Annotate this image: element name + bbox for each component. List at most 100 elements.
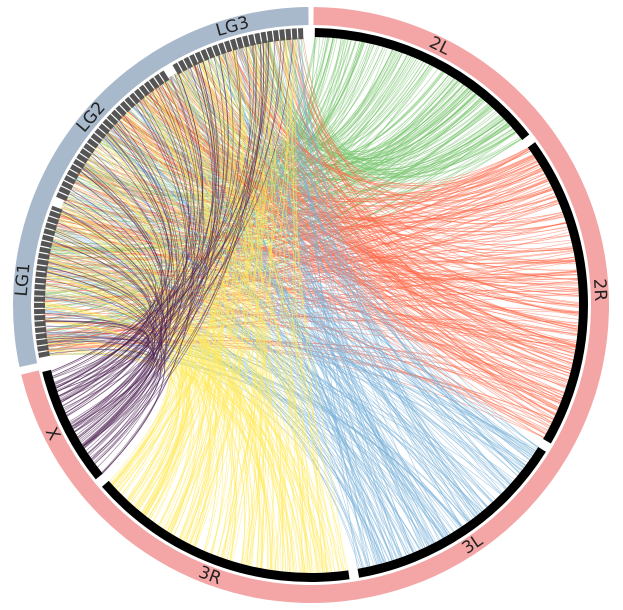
chord xyxy=(300,37,358,569)
scaffold-block xyxy=(37,259,49,266)
chord xyxy=(272,39,439,541)
chord xyxy=(172,75,435,544)
scaffold-block xyxy=(212,44,221,57)
chord xyxy=(275,39,323,573)
scaffold-block xyxy=(61,180,74,191)
chord xyxy=(87,41,263,455)
chord xyxy=(212,55,511,485)
chord xyxy=(67,192,512,483)
chord xyxy=(57,41,262,392)
scaffold-block xyxy=(272,29,280,42)
chord xyxy=(152,88,223,540)
chord xyxy=(83,65,214,449)
chord xyxy=(79,169,168,447)
chord xyxy=(165,37,296,531)
chord xyxy=(286,38,485,161)
chord xyxy=(179,60,237,539)
chord xyxy=(121,106,196,496)
chord xyxy=(60,40,267,402)
scaffold-block xyxy=(48,210,61,219)
scaffold-block xyxy=(285,28,292,41)
chord xyxy=(91,150,455,532)
chord xyxy=(47,257,483,512)
chord xyxy=(226,50,265,565)
chord xyxy=(43,320,192,527)
chord xyxy=(140,97,265,569)
scaffold-block xyxy=(236,37,244,49)
chord xyxy=(138,99,576,351)
scaffold-block xyxy=(254,32,262,45)
chord xyxy=(93,147,331,573)
chromosome-band xyxy=(527,142,589,444)
chord xyxy=(250,43,347,571)
scaffold-block xyxy=(36,265,48,272)
chord xyxy=(232,48,435,544)
chord xyxy=(238,46,568,385)
scaffold-block xyxy=(279,29,286,41)
scaffold-block xyxy=(36,339,48,346)
chord xyxy=(51,43,255,374)
chord xyxy=(59,210,302,573)
scaffold-block xyxy=(266,30,274,43)
scaffold-block xyxy=(38,350,50,358)
chord xyxy=(268,40,424,549)
scaffold-block xyxy=(43,228,56,237)
chord xyxy=(48,252,188,520)
chord xyxy=(64,199,184,508)
chord xyxy=(60,55,225,401)
chord xyxy=(119,117,210,533)
chord xyxy=(106,130,229,554)
scaffold-block xyxy=(41,234,54,243)
scaffold-block xyxy=(129,92,141,105)
chord xyxy=(156,85,568,236)
chord xyxy=(55,141,167,387)
scaffold-block xyxy=(37,345,49,352)
chord xyxy=(101,137,225,552)
chord xyxy=(101,137,553,220)
chord xyxy=(104,133,206,532)
chord xyxy=(74,99,188,432)
chord xyxy=(45,338,152,409)
chord xyxy=(46,344,554,420)
chord xyxy=(46,260,395,561)
scaffold-block xyxy=(177,59,188,72)
chord xyxy=(147,38,281,519)
scaffold-block xyxy=(94,128,107,140)
chord xyxy=(171,75,333,573)
chord xyxy=(47,149,530,261)
linkage-group-label: LG1 xyxy=(12,262,35,297)
chord xyxy=(162,81,476,518)
chord xyxy=(43,296,153,424)
chord xyxy=(91,61,219,459)
scaffold-block xyxy=(76,153,89,164)
chord xyxy=(101,96,195,473)
chord xyxy=(136,101,341,572)
chord xyxy=(247,44,580,308)
chord xyxy=(113,123,282,572)
chord xyxy=(85,160,216,547)
chord xyxy=(146,93,234,554)
chord xyxy=(46,261,295,573)
chord xyxy=(132,104,535,453)
chord xyxy=(239,46,536,452)
chord xyxy=(189,44,260,545)
chord xyxy=(82,163,306,573)
chord xyxy=(118,52,235,492)
scaffold-block xyxy=(56,192,69,202)
chord xyxy=(143,80,214,515)
chord xyxy=(58,214,577,276)
chord xyxy=(173,62,234,536)
scaffold-block xyxy=(34,327,47,333)
chord xyxy=(216,38,288,556)
scaffold-block xyxy=(34,283,46,290)
chord xyxy=(193,53,247,547)
chord xyxy=(199,60,345,571)
scaffold-block xyxy=(34,290,46,296)
chord xyxy=(287,37,538,449)
scaffold-block xyxy=(260,31,268,44)
scaffold-block xyxy=(218,42,227,55)
chord xyxy=(65,197,523,471)
scaffold-block xyxy=(134,88,145,101)
chord xyxy=(83,163,534,455)
